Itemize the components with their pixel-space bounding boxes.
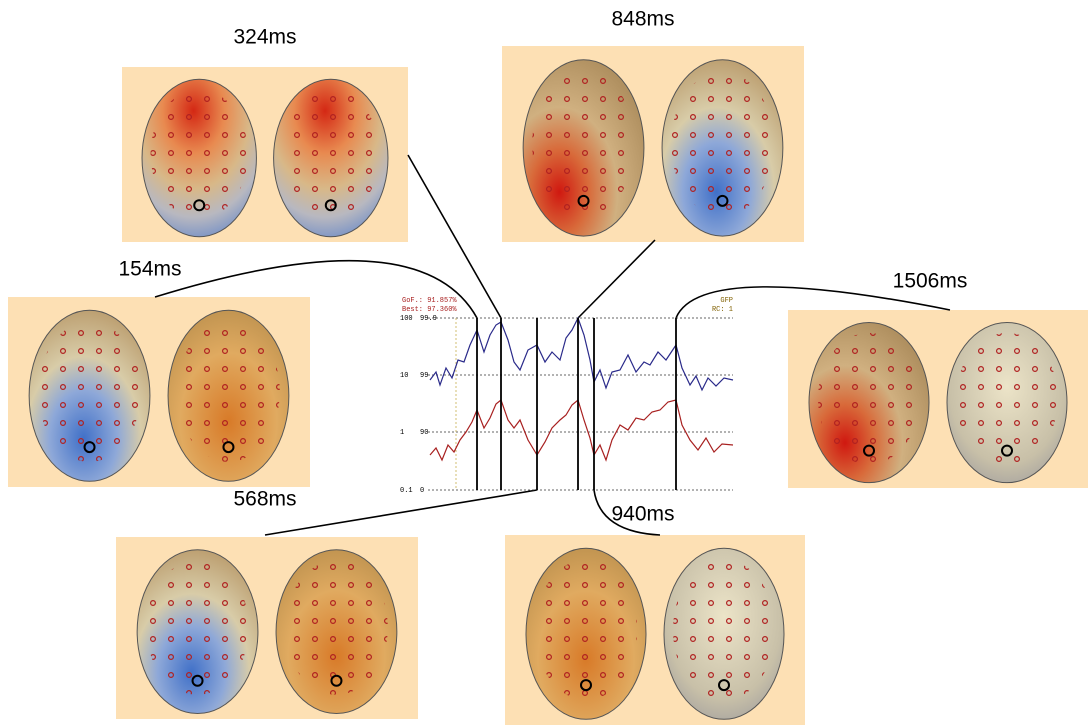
- axis-label-left: 10: [400, 372, 408, 380]
- electrodes: [956, 333, 1058, 464]
- time-label: 940ms: [611, 503, 674, 526]
- electrodes: [818, 333, 920, 464]
- electrodes: [532, 72, 635, 217]
- best-text: Best: 97.360%: [402, 306, 457, 314]
- electrodes: [38, 322, 141, 462]
- electrodes: [671, 72, 774, 217]
- topomap-panel: 848ms: [502, 8, 804, 242]
- connector: [265, 490, 537, 535]
- axis-label-right: 99: [420, 372, 428, 380]
- time-label: 568ms: [233, 488, 296, 511]
- page: 324ms 848ms 154ms 1506ms 568ms 940ms GoF.: 91…: [0, 0, 1088, 726]
- time-label: 848ms: [611, 8, 674, 31]
- panels: 324ms 848ms 154ms 1506ms 568ms 940ms: [8, 8, 1088, 725]
- electrodes: [673, 560, 775, 700]
- electrodes: [151, 89, 248, 218]
- axis-label-right: 90: [420, 429, 428, 437]
- electrodes: [177, 322, 280, 462]
- gfp-trace: [430, 318, 733, 390]
- electrodes: [282, 89, 379, 218]
- electrodes: [535, 560, 637, 700]
- topomap-panel: 940ms: [505, 503, 805, 725]
- gfp-text: GFP: [720, 297, 733, 305]
- topomap-panel: 324ms: [122, 26, 408, 242]
- time-label: 324ms: [233, 26, 296, 49]
- axis-label-left: 100: [400, 315, 413, 323]
- gof-text: GoF.: 91.857%: [402, 297, 457, 305]
- axis-label-left: 1: [400, 429, 404, 437]
- figure: 324ms 848ms 154ms 1506ms 568ms 940ms GoF.: 91…: [0, 0, 1088, 726]
- topomap-panel: 568ms: [116, 488, 418, 719]
- topomap-panel: 1506ms: [788, 270, 1088, 488]
- rc-text: RC: 1: [712, 306, 733, 314]
- axis-label-left: 0.1: [400, 487, 413, 495]
- electrodes: [146, 560, 249, 694]
- connector: [408, 155, 501, 318]
- topomap-panel: 154ms: [8, 258, 310, 487]
- axis-label-right: 99.9: [420, 315, 437, 323]
- time-label: 1506ms: [893, 270, 968, 293]
- time-label: 154ms: [118, 258, 181, 281]
- gof-trace: [430, 400, 733, 460]
- connector: [578, 240, 655, 318]
- waveform-plot: GoF.: 91.857% Best: 97.360% GFP RC: 1 10…: [400, 297, 733, 495]
- axis-label-right: 0: [420, 487, 424, 495]
- electrodes: [285, 560, 388, 694]
